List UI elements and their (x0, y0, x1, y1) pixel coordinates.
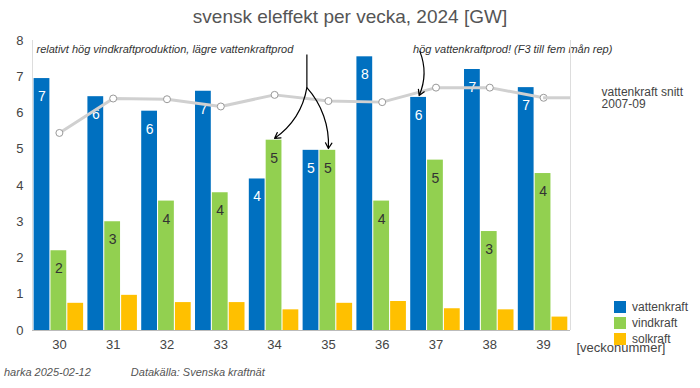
svg-text:8: 8 (361, 66, 369, 82)
svg-text:relativt hög vindkraftprodukti: relativt hög vindkraftproduktion, lägre … (37, 43, 295, 55)
svg-text:4: 4 (253, 188, 261, 204)
svg-text:3: 3 (16, 214, 23, 229)
svg-text:37: 37 (429, 337, 443, 352)
svg-text:4: 4 (16, 178, 23, 193)
svg-text:5: 5 (16, 141, 23, 156)
svg-text:0: 0 (16, 323, 23, 338)
svg-text:3: 3 (485, 241, 493, 257)
svg-text:39: 39 (536, 337, 550, 352)
svg-text:8: 8 (16, 34, 23, 48)
svg-text:5: 5 (307, 160, 315, 176)
svg-text:5: 5 (324, 160, 332, 176)
svg-text:34: 34 (267, 337, 281, 352)
svg-text:35: 35 (321, 337, 335, 352)
svg-text:7: 7 (38, 88, 46, 104)
svg-text:4: 4 (539, 183, 547, 199)
svg-text:5: 5 (270, 150, 278, 166)
svg-text:5: 5 (432, 170, 440, 186)
svg-text:6: 6 (16, 105, 23, 120)
svg-text:6: 6 (415, 107, 423, 123)
svg-text:36: 36 (375, 337, 389, 352)
svg-text:4: 4 (216, 202, 224, 218)
svg-text:2: 2 (16, 250, 23, 265)
svg-text:32: 32 (160, 337, 174, 352)
svg-text:31: 31 (106, 337, 120, 352)
svg-text:4: 4 (163, 211, 171, 227)
svg-text:vattenkraft snitt2007-09: vattenkraft snitt2007-09 (602, 85, 684, 111)
svg-text:hög vattenkraftprod! (F3 till: hög vattenkraftprod! (F3 till fem mån re… (413, 43, 613, 55)
svg-text:38: 38 (483, 337, 497, 352)
svg-text:7: 7 (16, 69, 23, 84)
svg-text:33: 33 (214, 337, 228, 352)
svg-text:6: 6 (146, 121, 154, 137)
svg-text:2: 2 (55, 260, 63, 276)
svg-text:3: 3 (109, 231, 117, 247)
svg-text:1: 1 (16, 286, 23, 301)
svg-text:30: 30 (52, 337, 66, 352)
svg-text:7: 7 (522, 97, 530, 113)
svg-text:4: 4 (378, 211, 386, 227)
